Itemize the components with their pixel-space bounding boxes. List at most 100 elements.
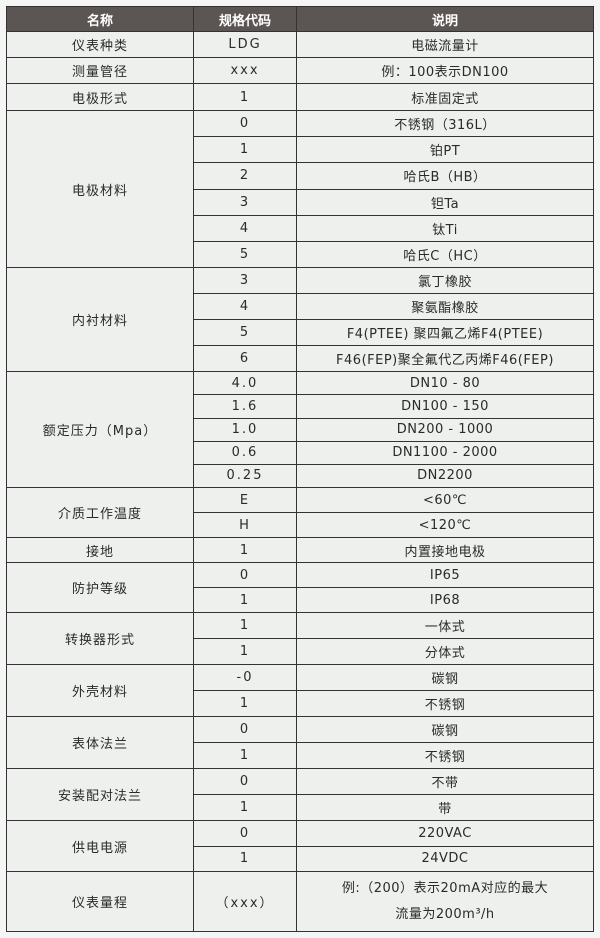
header-desc: 说明 [296,6,594,32]
table-row: 仪表种类 LDG 电磁流量计 [6,31,594,58]
spec-description: DN10 - 80 [296,371,594,396]
spec-code: 0 [193,820,297,847]
spec-description: 铂PT [296,136,594,164]
spec-code: 6 [193,345,297,373]
spec-code: 1.6 [193,394,297,419]
table-row: 仪表量程 （xxx） 例:（200）表示20mA对应的最大流量为200m³/h [6,871,594,933]
spec-code: xxx [193,57,297,84]
table-row: 表体法兰 0 碳钢 [6,716,594,770]
spec-description: DN1100 - 2000 [296,440,594,465]
spec-code: 1.0 [193,417,297,442]
spec-description: 一体式 [296,612,594,640]
spec-name: 安装配对法兰 [6,768,194,822]
spec-description: 钛Ti [296,214,594,242]
spec-code: 3 [193,267,297,295]
spec-code: 1 [193,587,297,614]
spec-code: E [193,487,297,514]
spec-description: 电磁流量计 [296,31,594,58]
spec-description: IP65 [296,562,594,589]
spec-description: 哈氏B（HB） [296,162,594,190]
spec-name: 内衬材料 [6,267,194,373]
spec-code: 4 [193,293,297,321]
spec-code: LDG [193,31,297,58]
table-row: 转换器形式 1 一体式 [6,612,594,666]
spec-description: 内置接地电极 [296,537,594,564]
spec-code: 5 [193,240,297,269]
spec-name: 防护等级 [6,562,194,614]
table-row: H <120℃ [7,512,594,539]
table-row: 3 钽Ta [7,188,594,216]
spec-code: 1 [193,690,297,718]
spec-description: DN100 - 150 [296,394,594,419]
table-row: 0.25 DN2200 [7,463,594,489]
spec-code: 0.6 [193,440,297,465]
spec-description: 标准固定式 [296,83,594,111]
spec-code: 3 [193,188,297,216]
spec-description: F46(FEP)聚全氟代乙丙烯F46(FEP) [296,345,594,373]
spec-code: 0 [193,109,297,138]
table-row: 5 F4(PTEE) 聚四氟乙烯F4(PTEE) [7,319,594,347]
spec-description: 聚氨酯橡胶 [296,293,594,321]
table-row: 供电电源 0 220VAC [6,820,594,873]
spec-code: 1 [193,136,297,164]
spec-description: 钽Ta [296,188,594,216]
spec-code: 0 [193,562,297,589]
spec-name: 介质工作温度 [6,487,194,539]
spec-name: 外壳材料 [6,664,194,718]
spec-code: -0 [193,664,297,692]
spec-name: 额定压力（Mpa） [6,371,194,489]
spec-description: 带 [296,794,594,822]
spec-code: 0 [193,716,297,744]
spec-name: 转换器形式 [6,612,194,666]
spec-description: 哈氏C（HC） [296,240,594,269]
table-row: 电极材料 0 不锈钢（316L） [6,109,594,269]
table-row: 接地 1 内置接地电极 [6,537,594,564]
table-row: 电极形式 1 标准固定式 [6,83,594,111]
spec-name: 接地 [6,537,194,564]
table-row: 6 F46(FEP)聚全氟代乙丙烯F46(FEP) [7,345,594,373]
table-row: 2 哈氏B（HB） [7,162,594,190]
spec-code: 0 [193,768,297,796]
spec-code: 0.25 [193,463,297,489]
spec-code: H [193,512,297,539]
spec-description: 24VDC [296,845,594,873]
table-header-row: 名称 规格代码 说明 [6,6,594,32]
spec-description: 碳钢 [296,716,594,744]
spec-description: <60℃ [296,487,594,514]
spec-code: 1 [193,537,297,564]
spec-code: 1 [193,742,297,770]
spec-description: 例：100表示DN100 [296,57,594,84]
spec-description: 例:（200）表示20mA对应的最大流量为200m³/h [296,871,594,933]
spec-code: 4 [193,214,297,242]
table-row: 0.6 DN1100 - 2000 [7,440,594,465]
table-row: 额定压力（Mpa） 4.0 DN10 - 80 [6,371,594,489]
header-name: 名称 [6,6,194,32]
spec-code: （xxx） [193,871,297,933]
spec-table: 名称 规格代码 说明 仪表种类 LDG 电磁流量计 测量管径 xxx 例：100表示DN1… [6,6,594,933]
spec-code: 1 [193,845,297,873]
table-row: 1 IP68 [7,587,594,614]
table-row: 安装配对法兰 0 不带 [6,768,594,822]
spec-description: 220VAC [296,820,594,847]
table-row: 外壳材料 -0 碳钢 [6,664,594,718]
spec-description: 不锈钢 [296,742,594,770]
spec-name: 仪表种类 [6,31,194,58]
table-row: 防护等级 0 IP65 [6,562,594,614]
spec-code: 2 [193,162,297,190]
spec-name: 仪表量程 [6,871,194,933]
spec-code: 5 [193,319,297,347]
spec-name: 测量管径 [6,57,194,84]
table-row: 1 不锈钢 [7,742,594,770]
spec-description: 分体式 [296,638,594,666]
table-row: 5 哈氏C（HC） [7,240,594,269]
spec-name: 电极形式 [6,83,194,111]
spec-code: 1 [193,638,297,666]
spec-code: 1 [193,612,297,640]
spec-name: 表体法兰 [6,716,194,770]
table-row: 4 钛Ti [7,214,594,242]
spec-description: DN200 - 1000 [296,417,594,442]
spec-code: 1 [193,794,297,822]
table-row: 测量管径 xxx 例：100表示DN100 [6,57,594,84]
spec-description: 不带 [296,768,594,796]
